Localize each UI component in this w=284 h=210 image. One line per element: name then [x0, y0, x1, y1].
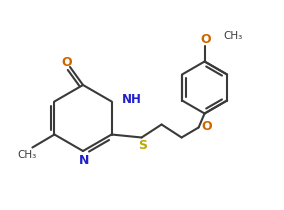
Text: O: O — [201, 120, 212, 133]
Text: O: O — [62, 55, 72, 68]
Text: S: S — [138, 139, 147, 152]
Text: NH: NH — [122, 93, 141, 106]
Text: N: N — [79, 154, 89, 167]
Text: O: O — [200, 33, 211, 46]
Text: CH₃: CH₃ — [18, 150, 37, 160]
Text: CH₃: CH₃ — [224, 30, 243, 41]
